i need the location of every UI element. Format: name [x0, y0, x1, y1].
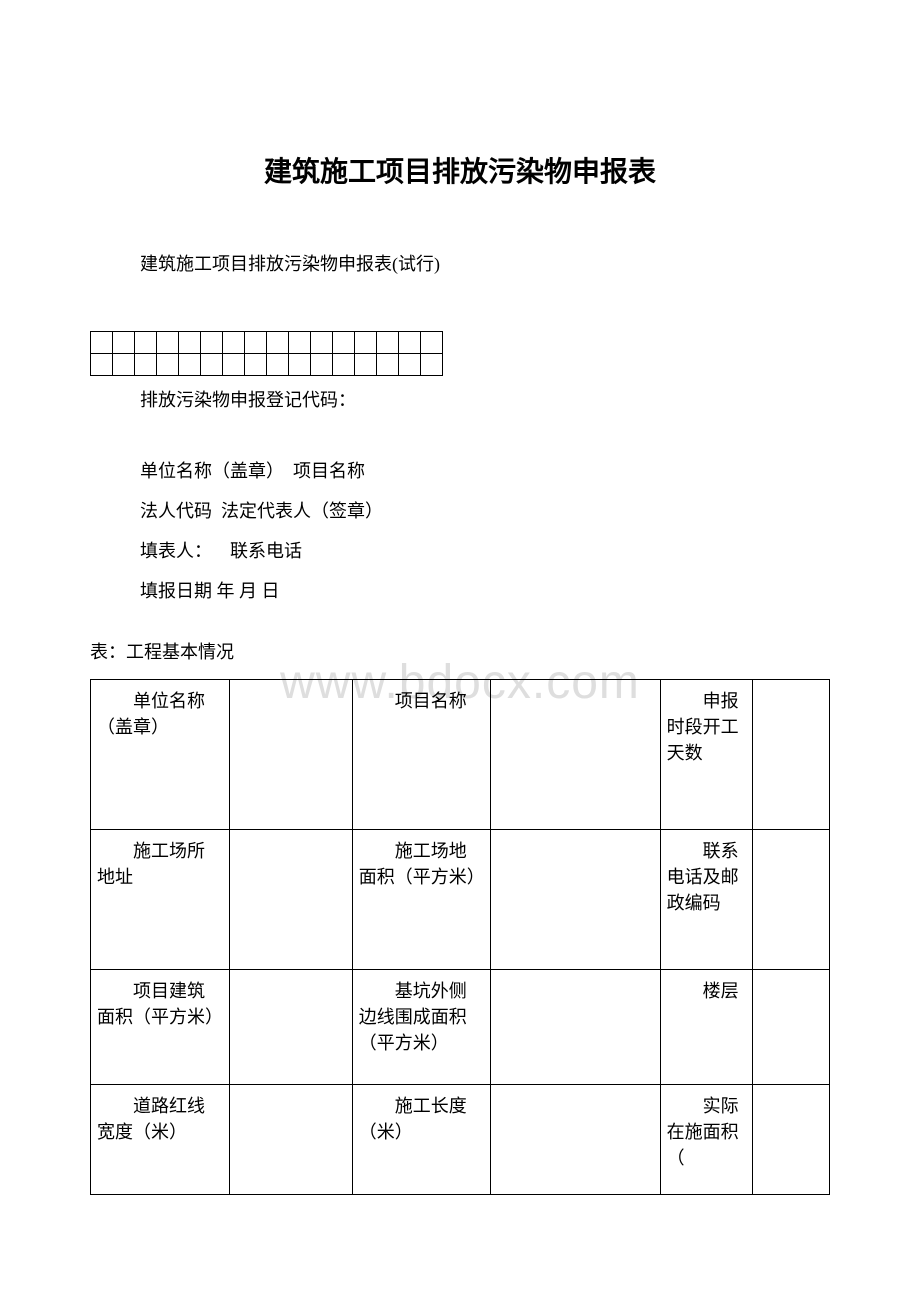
page-title: 建筑施工项目排放污染物申报表 — [90, 150, 830, 190]
info-line-legal: 法人代码 法定代表人（签章） — [140, 497, 830, 523]
code-cell — [91, 332, 113, 354]
cell-blank — [753, 680, 830, 830]
page-content: 建筑施工项目排放污染物申报表 建筑施工项目排放污染物申报表(试行) 排放污染物申… — [90, 150, 830, 1195]
code-cell — [377, 332, 399, 354]
code-grid-table — [90, 331, 443, 376]
table-row: 单位名称（盖章） 项目名称 申报时段开工天数 — [91, 680, 830, 830]
code-grid-row — [91, 332, 443, 354]
filler-label: 填表人： — [140, 537, 212, 563]
cell-blank — [229, 1085, 352, 1195]
code-cell — [157, 354, 179, 376]
table-row: 施工场所地址 施工场地面积（平方米） 联系电话及邮政编码 — [91, 830, 830, 970]
code-cell — [377, 354, 399, 376]
info-line-date: 填报日期 年 月 日 — [140, 577, 830, 603]
date-value: 年 月 日 — [217, 577, 280, 603]
legal-code-label: 法人代码 — [140, 497, 212, 523]
cell-road-width: 道路红线宽度（米） — [91, 1085, 230, 1195]
cell-blank — [753, 830, 830, 970]
code-cell — [223, 332, 245, 354]
cell-blank — [229, 830, 352, 970]
code-cell — [355, 354, 377, 376]
cell-blank — [753, 1085, 830, 1195]
cell-floors: 楼层 — [660, 970, 752, 1085]
code-cell — [289, 354, 311, 376]
fill-date-label: 填报日期 — [140, 577, 212, 603]
info-line-unit: 单位名称（盖章） 项目名称 — [140, 457, 830, 483]
info-line-filler: 填表人： 联系电话 — [140, 537, 830, 563]
table-caption: 表：工程基本情况 — [90, 638, 830, 664]
cell-blank — [229, 970, 352, 1085]
table-row: 道路红线宽度（米） 施工长度（米） 实际在施面积（ — [91, 1085, 830, 1195]
code-cell — [179, 354, 201, 376]
cell-project-name: 项目名称 — [352, 680, 491, 830]
cell-pit-area: 基坑外侧边线围成面积（平方米） — [352, 970, 491, 1085]
cell-blank — [229, 680, 352, 830]
code-cell — [113, 332, 135, 354]
main-data-table: 单位名称（盖章） 项目名称 申报时段开工天数 施工场所地址 施工场地面积（平方米… — [90, 679, 830, 1195]
phone-label: 联系电话 — [230, 537, 302, 563]
code-cell — [333, 332, 355, 354]
cell-blank — [753, 970, 830, 1085]
code-cell — [113, 354, 135, 376]
code-cell — [201, 332, 223, 354]
cell-construction-length: 施工长度（米） — [352, 1085, 491, 1195]
cell-report-days: 申报时段开工天数 — [660, 680, 752, 830]
code-cell — [311, 332, 333, 354]
code-cell — [157, 332, 179, 354]
cell-site-address: 施工场所地址 — [91, 830, 230, 970]
code-cell — [201, 354, 223, 376]
code-cell — [289, 332, 311, 354]
code-grid-row — [91, 354, 443, 376]
cell-blank — [491, 680, 660, 830]
code-cell — [135, 332, 157, 354]
cell-building-area: 项目建筑面积（平方米） — [91, 970, 230, 1085]
subtitle: 建筑施工项目排放污染物申报表(试行) — [140, 250, 830, 276]
legal-rep-label: 法定代表人（签章） — [221, 497, 383, 523]
code-cell — [135, 354, 157, 376]
code-cell — [267, 332, 289, 354]
code-cell — [333, 354, 355, 376]
code-cell — [91, 354, 113, 376]
cell-blank — [491, 970, 660, 1085]
code-cell — [223, 354, 245, 376]
cell-unit-name: 单位名称（盖章） — [91, 680, 230, 830]
code-cell — [179, 332, 201, 354]
code-cell — [245, 332, 267, 354]
code-cell — [399, 332, 421, 354]
cell-blank — [491, 1085, 660, 1195]
code-cell — [399, 354, 421, 376]
code-cell — [267, 354, 289, 376]
cell-site-area: 施工场地面积（平方米） — [352, 830, 491, 970]
unit-name-label: 单位名称（盖章） — [140, 457, 284, 483]
code-cell — [421, 354, 443, 376]
cell-blank — [491, 830, 660, 970]
code-cell — [311, 354, 333, 376]
code-label: 排放污染物申报登记代码： — [140, 386, 830, 412]
project-name-label: 项目名称 — [293, 457, 365, 483]
code-cell — [421, 332, 443, 354]
code-cell — [355, 332, 377, 354]
cell-contact-postal: 联系电话及邮政编码 — [660, 830, 752, 970]
code-cell — [245, 354, 267, 376]
cell-actual-area: 实际在施面积（ — [660, 1085, 752, 1195]
table-row: 项目建筑面积（平方米） 基坑外侧边线围成面积（平方米） 楼层 — [91, 970, 830, 1085]
